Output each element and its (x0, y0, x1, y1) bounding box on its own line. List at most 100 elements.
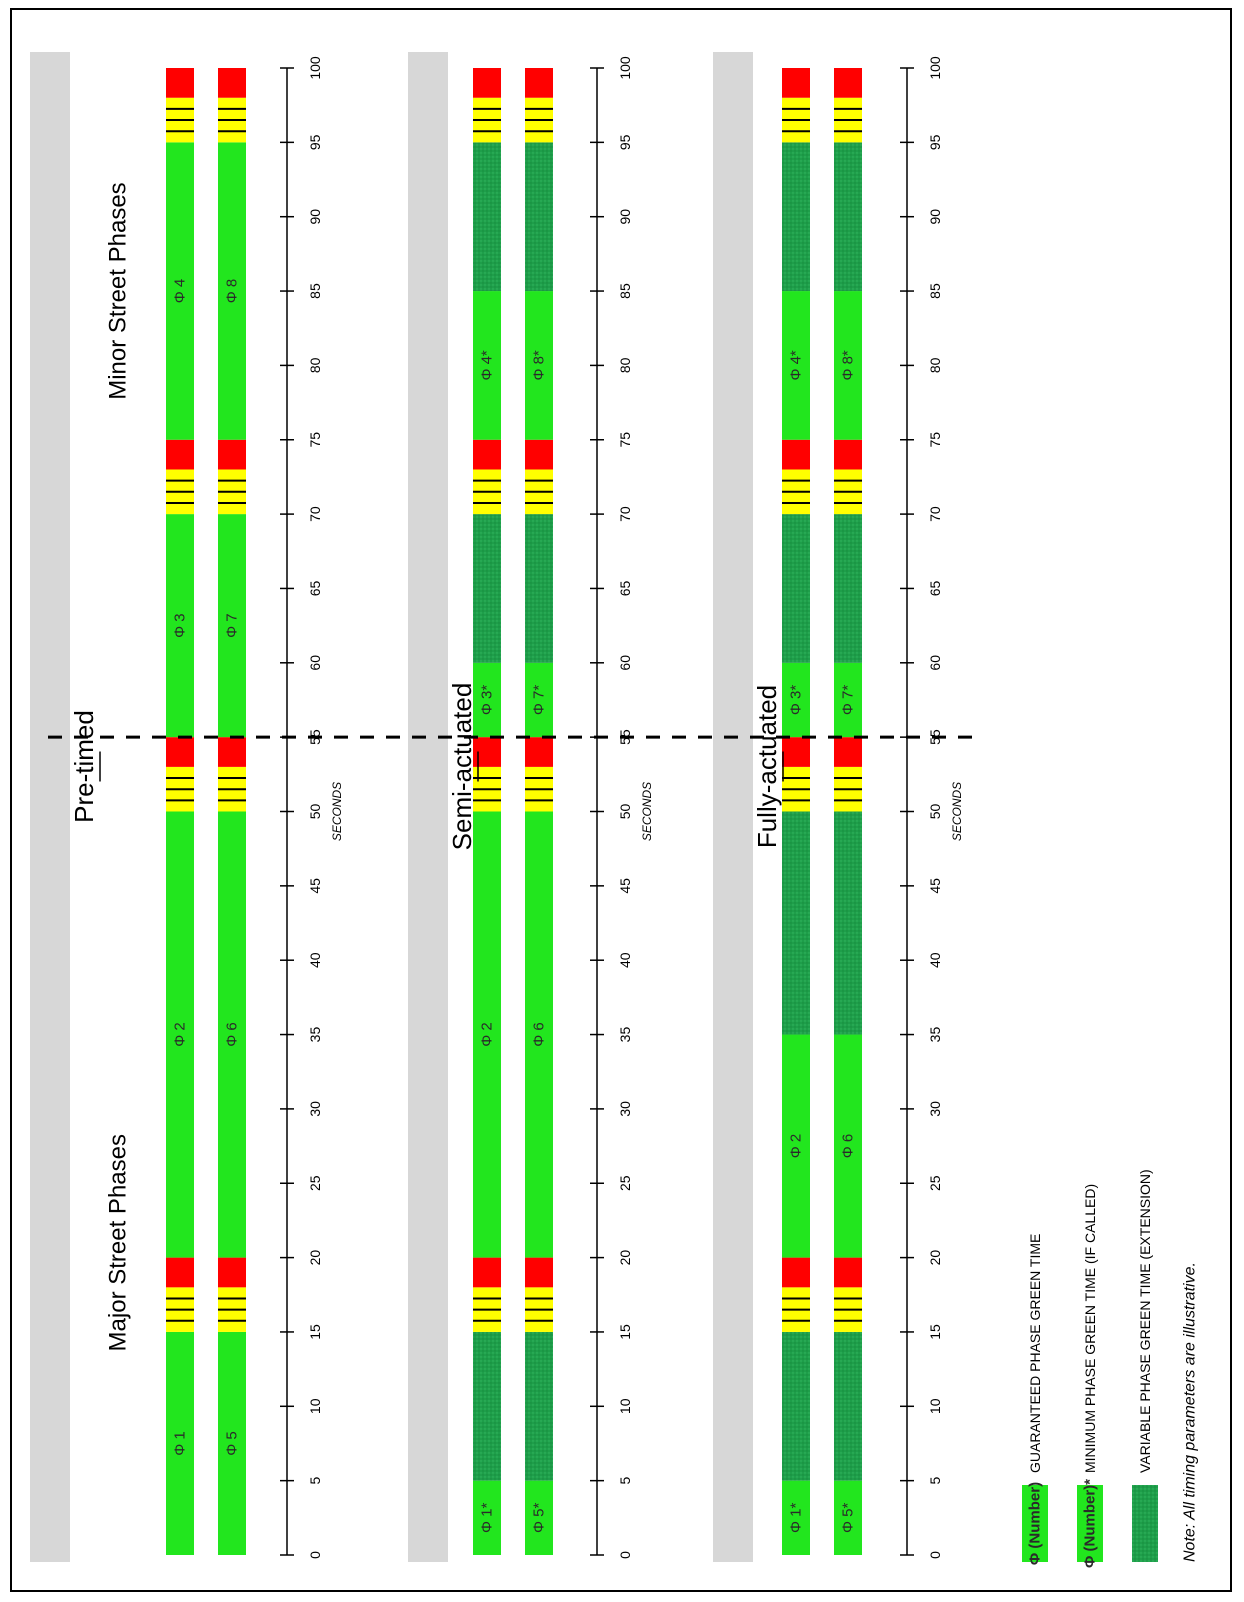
tick-label: 65 (617, 580, 633, 596)
phase-segment-minimum (834, 662, 862, 738)
phase-segment-guaranteed (166, 514, 194, 738)
tick-label: 85 (927, 283, 943, 299)
panel-title: Pre-timed (69, 710, 99, 823)
phase-label: Φ 1* (479, 1503, 496, 1533)
tick-label: 80 (617, 357, 633, 373)
axis-label: SECONDS (950, 782, 964, 841)
phase-segment-red (782, 439, 810, 470)
tick-label: 90 (927, 209, 943, 225)
phase-segment-red (166, 737, 194, 767)
tick-label: 10 (927, 1398, 943, 1414)
phase-segment-guaranteed (218, 811, 246, 1258)
tick-label: 40 (617, 952, 633, 968)
tick-label: 60 (307, 655, 323, 671)
tick-label: 5 (307, 1477, 323, 1485)
phase-label: Φ 2 (479, 1022, 496, 1046)
phase-segment-red (473, 439, 501, 470)
tick-label: 50 (307, 804, 323, 820)
legend-swatch-guaranteed (1022, 1485, 1048, 1562)
phase-segment-variable (525, 142, 553, 292)
phase-label: Φ 2 (172, 1022, 189, 1046)
phase-label: Φ 6 (531, 1022, 548, 1046)
panel-title: Fully-actuated (752, 685, 782, 848)
tick-label: 20 (617, 1250, 633, 1266)
tick-label: 70 (617, 506, 633, 522)
phase-segment-red (166, 68, 194, 98)
tick-label: 70 (307, 506, 323, 522)
panel-band (408, 52, 448, 1562)
phase-segment-minimum (473, 1480, 501, 1555)
tick-label: 50 (617, 804, 633, 820)
phase-segment-red (525, 737, 553, 767)
tick-label: 75 (927, 432, 943, 448)
tick-label: 75 (617, 432, 633, 448)
tick-label: 35 (617, 1027, 633, 1043)
tick-label: 50 (927, 804, 943, 820)
tick-label: 90 (617, 209, 633, 225)
legend-text: MINIMUM PHASE GREEN TIME (IF CALLED) (1082, 1184, 1098, 1473)
tick-label: 45 (307, 878, 323, 894)
tick-label: 20 (927, 1250, 943, 1266)
tick-label: 95 (927, 134, 943, 150)
tick-label: 85 (307, 283, 323, 299)
phase-segment-minimum (834, 291, 862, 440)
tick-label: 10 (617, 1398, 633, 1414)
tick-label: 100 (617, 56, 633, 80)
phase-segment-variable (834, 811, 862, 1035)
legend-text: GUARANTEED PHASE GREEN TIME (1027, 1234, 1043, 1473)
tick-label: 5 (927, 1477, 943, 1485)
phase-label: Φ 8* (531, 350, 548, 380)
legend-swatch-label: Φ (Number)* (1082, 1479, 1099, 1568)
phase-segment-minimum (525, 662, 553, 738)
phase-segment-red (473, 68, 501, 98)
phase-segment-red (218, 1257, 246, 1288)
phase-label: Φ 7* (840, 685, 857, 715)
panel-band (30, 52, 70, 1562)
tick-label: 0 (927, 1551, 943, 1559)
phase-segment-variable (525, 514, 553, 663)
phase-segment-red (525, 439, 553, 470)
phase-label: Φ 5* (531, 1503, 548, 1533)
panel-band (713, 52, 753, 1562)
tick-label: 45 (927, 878, 943, 894)
phase-label: Φ 1 (172, 1431, 189, 1455)
phase-segment-red (166, 1257, 194, 1288)
tick-label: 0 (307, 1551, 323, 1559)
phase-segment-red (834, 737, 862, 767)
phase-label: Φ 7 (224, 613, 241, 637)
tick-label: 25 (617, 1175, 633, 1191)
tick-label: 20 (307, 1250, 323, 1266)
tick-label: 40 (927, 952, 943, 968)
tick-label: 80 (927, 357, 943, 373)
tick-label: 25 (307, 1175, 323, 1191)
tick-label: 85 (617, 283, 633, 299)
phase-segment-variable (834, 514, 862, 663)
phase-label: Φ 2 (788, 1134, 805, 1158)
phase-segment-minimum (834, 1480, 862, 1555)
phase-segment-variable (834, 1331, 862, 1481)
major-street-header: Major Street Phases (105, 1134, 132, 1351)
phase-segment-red (473, 1257, 501, 1288)
phase-segment-guaranteed (218, 514, 246, 738)
panel-title: Semi-actuated (447, 683, 477, 851)
tick-label: 95 (617, 134, 633, 150)
tick-label: 10 (307, 1398, 323, 1414)
phase-segment-red (166, 439, 194, 470)
tick-label: 35 (927, 1027, 943, 1043)
tick-label: 60 (617, 655, 633, 671)
tick-label: 60 (927, 655, 943, 671)
phase-segment-red (834, 68, 862, 98)
phase-segment-guaranteed (166, 1331, 194, 1555)
phase-segment-guaranteed (782, 1034, 810, 1258)
phase-segment-guaranteed (218, 142, 246, 440)
phase-segment-variable (473, 514, 501, 663)
tick-label: 0 (617, 1551, 633, 1559)
phase-segment-guaranteed (473, 811, 501, 1258)
phase-segment-red (834, 1257, 862, 1288)
phase-segment-variable (782, 811, 810, 1035)
phase-segment-guaranteed (166, 811, 194, 1258)
phase-segment-minimum (525, 291, 553, 440)
tick-label: 30 (927, 1101, 943, 1117)
phase-segment-guaranteed (525, 811, 553, 1258)
